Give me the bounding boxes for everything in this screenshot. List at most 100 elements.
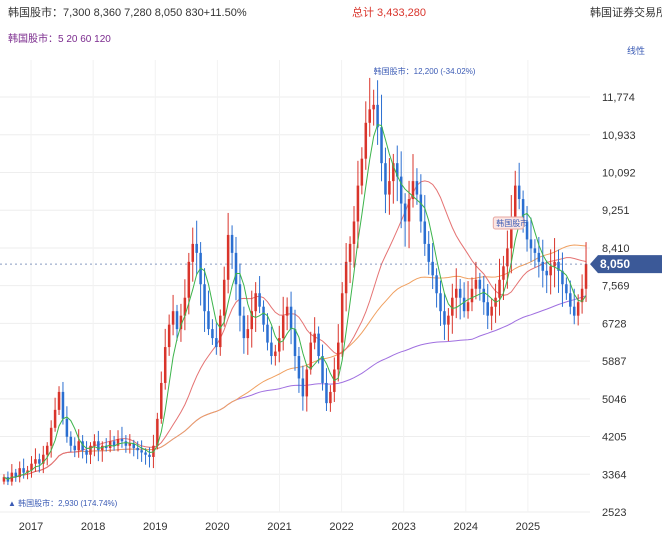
candle-body: [281, 315, 285, 339]
candle-body: [148, 454, 151, 457]
candle-body: [183, 297, 187, 316]
candle-body: [533, 248, 537, 253]
y-tick-label: 8,410: [602, 243, 630, 255]
candle-body: [22, 468, 25, 473]
candle-body: [364, 122, 368, 159]
candle-body: [388, 181, 391, 195]
candle-body: [517, 185, 521, 200]
candle-body: [222, 279, 226, 316]
candle-body: [576, 302, 580, 316]
candle-body: [321, 356, 324, 383]
candle-body: [30, 463, 33, 471]
candle-body: [250, 311, 253, 330]
y-tick-label: 6728: [602, 318, 626, 330]
candle-body: [108, 441, 112, 448]
candle-body: [313, 333, 316, 343]
candle-body: [486, 302, 489, 316]
candle-body: [537, 252, 541, 262]
candle-body: [553, 261, 556, 267]
scale-toggle-button[interactable]: 线性: [627, 46, 646, 56]
candle-body: [510, 221, 513, 249]
candle-body: [258, 293, 261, 307]
candle-body: [289, 306, 293, 330]
candle-body: [541, 261, 545, 271]
candle-body: [549, 266, 552, 276]
candle-body: [163, 347, 167, 383]
x-axis: 2017 2018 2019 2020 2021 2022 2023 2024 2025: [19, 521, 540, 533]
x-tick-label: 2019: [143, 521, 167, 533]
candle-body: [545, 270, 548, 276]
candle-body: [506, 248, 509, 267]
candle-body: [474, 279, 478, 289]
candle-body: [427, 243, 430, 262]
candle-body: [431, 261, 434, 276]
y-tick-label: 2523: [602, 507, 626, 519]
candle-body: [329, 391, 332, 404]
candle-body: [207, 311, 210, 330]
candle-body: [270, 342, 273, 357]
candle-body: [171, 311, 175, 325]
y-tick-label: 10,933: [602, 130, 636, 142]
candle-body: [325, 382, 328, 404]
candle-body: [557, 261, 560, 271]
candle-body: [348, 243, 352, 262]
y-tick-label: 9,251: [602, 205, 630, 217]
candle-body: [246, 329, 250, 339]
total-volume: 总计 3,433,280: [352, 7, 426, 19]
candle-body: [156, 418, 159, 446]
candle-body: [18, 468, 21, 478]
candle-body: [525, 221, 529, 240]
candle-body: [360, 158, 364, 186]
high-annotation: 韩国股市：12,200 (-34.02%): [374, 66, 476, 76]
candle-body: [65, 418, 69, 437]
candle-body: [352, 221, 356, 244]
candle-body: [230, 234, 234, 253]
candle-body: [372, 104, 375, 110]
candles: [2, 77, 588, 486]
candle-body: [470, 288, 474, 303]
candle-body: [451, 297, 454, 316]
candle-body: [120, 439, 124, 442]
candle-body: [482, 288, 486, 303]
candle-body: [112, 441, 116, 446]
candle-body: [136, 447, 139, 451]
candle-body: [219, 315, 222, 348]
candle-body: [380, 127, 383, 164]
candle-body: [128, 443, 132, 446]
last-price-tag: [590, 255, 662, 274]
y-tick-label: 11,774: [602, 92, 635, 104]
candle-body: [384, 163, 387, 195]
candle-body: [203, 284, 206, 312]
ma5-line: [3, 124, 587, 480]
candle-body: [407, 199, 411, 222]
candle-body: [242, 315, 246, 339]
candle-body: [187, 261, 191, 298]
x-tick-label: 2017: [19, 521, 43, 533]
candle-body: [14, 472, 18, 478]
candle-body: [278, 338, 281, 352]
candle-body: [285, 306, 289, 316]
candle-body: [132, 443, 136, 448]
x-tick-label: 2021: [267, 521, 291, 533]
candle-body: [179, 315, 183, 330]
quote-summary: 韩国股市：7,300 8,360 7,280 8,050 830+11.50%: [8, 7, 247, 19]
candle-body: [419, 194, 423, 222]
candle-body: [167, 324, 171, 348]
candle-body: [458, 288, 462, 298]
candle-body: [435, 275, 438, 294]
candle-body: [584, 264, 588, 289]
candle-body: [454, 288, 458, 298]
candle-body: [572, 306, 576, 316]
candle-body: [309, 342, 312, 370]
y-tick-label: 5046: [602, 394, 626, 406]
candle-body: [502, 266, 505, 280]
candle-body: [104, 445, 108, 448]
candle-body: [462, 297, 466, 312]
candle-body: [317, 333, 320, 357]
candle-body: [274, 351, 277, 357]
candle-body: [238, 284, 242, 316]
candle-body: [529, 239, 533, 249]
candle-body: [521, 199, 525, 222]
candle-body: [301, 378, 305, 397]
